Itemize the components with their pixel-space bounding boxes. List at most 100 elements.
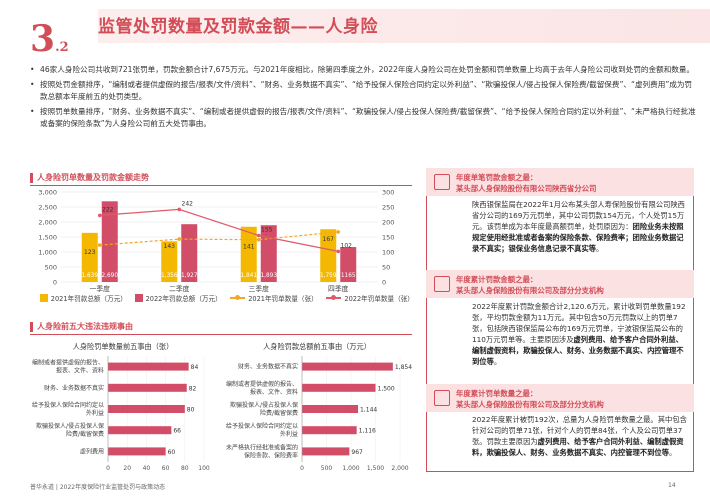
section-number: 3.2 [30, 18, 69, 60]
trend-combo-chart: 3,0002,5002,0001,5001,000500030025020015… [38, 189, 394, 293]
body-text: 2022年度累计被罚192次，总量为人身险罚单数量之最。其中包含针对公司的罚单7… [472, 415, 687, 446]
bar [161, 241, 178, 282]
y-left-tick: 500 [45, 264, 57, 272]
x-tick-label: 二季度 [169, 284, 190, 292]
x-tick-label: 40 [143, 465, 151, 472]
trend-section-title: 人身险罚单数量及罚款金额走势 [30, 173, 149, 183]
y-left-tick: 3,000 [38, 189, 57, 197]
x-tick-label: 四季度 [328, 284, 349, 292]
violation-count-bar-chart: 0 20 40 60 80 100 编制或者提供虚假的报告、报表、文件、资料 84 财务、业务数… [32, 356, 210, 472]
line-data-label: 155 [261, 227, 273, 234]
y-right-tick: 100 [382, 249, 394, 257]
bar-data-label: 1,927 [181, 273, 198, 279]
highlight-company: 某头部人身保险股份有限公司陕西省分公司 [456, 184, 597, 193]
bar [302, 426, 357, 435]
highlight-body: 2022年度累计被罚192次，总量为人身险罚单数量之最。其中包含针对公司的罚单7… [472, 414, 688, 458]
section-divider [30, 185, 412, 186]
series-line [99, 208, 339, 252]
bar-data-label: 1,116 [359, 428, 376, 435]
page-header: 3.2 监管处罚数量及罚款金额——人身险 [0, 0, 710, 60]
line-data-label: 141 [243, 244, 255, 251]
y-left-tick: 1,000 [38, 249, 57, 257]
highlight-body: 陕西银保监局在2022年1月公布某头部人寿保险股份有限公司陕西省分公司的169万… [472, 199, 688, 254]
trend-chart-legend: 2021年罚款总额（万元） 2022年罚款总额（万元） 2021年罚单数量（张）… [40, 293, 414, 303]
highlights-panel [426, 168, 694, 472]
legend-swatch [40, 294, 48, 302]
bar-data-label: 82 [189, 385, 197, 392]
series-line [99, 231, 339, 246]
bar [340, 247, 357, 282]
x-tick-label: 20 [123, 465, 131, 472]
bullet-item: 46家人身险公司共收到721张罚单，罚款金额合计7,675万元。与2021年度相… [30, 64, 696, 76]
category-label: 欺骗投保人/侵占投保人保 [230, 401, 298, 409]
x-tick-label: 1,000 [342, 465, 359, 472]
top5-section-title: 人身险前五大违法违规事由 [30, 322, 133, 332]
document-icon [434, 174, 450, 190]
line-point [177, 207, 182, 212]
y-left-tick: 2,000 [38, 219, 57, 227]
bar-data-label: 60 [168, 449, 176, 456]
highlight-company: 某头部人身保险股份有限公司及部分分支机构 [456, 400, 604, 409]
section-divider [30, 334, 412, 335]
legend-item: 2022年罚款总额（万元） [134, 293, 222, 303]
bar [108, 383, 187, 392]
y-right-tick: 150 [382, 234, 394, 242]
document-icon [434, 276, 450, 292]
line-point [177, 237, 182, 241]
body-emphasis: 团险业务未按照规定使用经批准或者备案的保险条款、保险费率；团险业务数据记录不真实… [472, 222, 684, 253]
y-right-tick: 50 [382, 264, 390, 272]
bullet-item: 按照处罚金额排序，“编制或者提供虚假的报告/报表/文件/资料”、“财务、业务数据… [30, 79, 696, 103]
bar-data-label: 1,893 [260, 273, 277, 279]
category-label: 外利益 [280, 430, 298, 438]
body-text: 陕西银保监局在2022年1月公布某头部人寿保险股份有限公司陕西省分公司的169万… [472, 200, 685, 231]
legend-label: 2022年罚单数量（张） [344, 295, 414, 303]
category-label: 财务、业务数据不真实 [238, 363, 298, 371]
y-left-tick: 0 [53, 279, 57, 287]
legend-item: 2021年罚单数量（张） [229, 293, 318, 303]
highlight-label: 年度累计罚款金额之最： [456, 275, 538, 284]
y-right-tick: 250 [382, 204, 394, 212]
line-data-label: 222 [102, 206, 114, 213]
violation-amount-bar-chart: 0 500 1,000 1,500 2,000 财务、业务数据不真实 1,854 编制或者提供… [226, 356, 412, 472]
bar [101, 201, 118, 282]
bar [108, 362, 189, 371]
bar [320, 229, 337, 282]
category-label: 给予投保人保险合同约定以 [226, 422, 298, 430]
bullet-item: 按照罚单数量排序，“财务、业务数据不真实”、“编制或者提供虚假的报告/报表/文件… [30, 106, 696, 130]
header-band [98, 9, 710, 43]
bar-data-label: 1,854 [395, 364, 412, 371]
legend-item: 2021年罚款总额（万元） [40, 293, 127, 303]
bar [302, 447, 350, 456]
category-label: 险费/截留保费 [66, 430, 104, 438]
line-point [97, 243, 102, 247]
bar-data-label: 1,759 [320, 273, 337, 279]
bar-data-label: 1,144 [360, 407, 377, 414]
x-tick-label: 1,500 [367, 465, 384, 472]
line-point [256, 233, 261, 238]
body-text: 。 [493, 357, 502, 366]
y-right-tick: 300 [382, 189, 394, 197]
body-emphasis: 虚列费用、给予客户合同外利益、编制虚假资料，欺骗投保人、财务、业务数据不真实、内… [472, 437, 684, 457]
category-label: 给予投保人保险合同约定以 [32, 401, 104, 409]
line-point [336, 230, 341, 234]
bar [240, 226, 257, 282]
category-label: 报表、文件、资料 [56, 367, 104, 375]
x-tick-label: 一季度 [90, 284, 111, 292]
legend-swatch [325, 295, 342, 300]
y-right-tick: 200 [382, 219, 394, 227]
bar-data-label: 66 [173, 428, 181, 435]
line-data-label: 167 [323, 236, 335, 243]
body-text: 。 [669, 448, 677, 457]
y-left-tick: 2,500 [38, 204, 57, 212]
body-text: 。 [596, 244, 604, 253]
document-icon [434, 390, 450, 406]
bar-data-label: 80 [187, 407, 195, 414]
highlight-header: 年度累计罚单数量之最： 某头部人身保险股份有限公司及部分分支机构 [426, 384, 694, 412]
category-label: 未严格执行经批准或备案的 [226, 443, 298, 451]
legend-label: 2021年罚款总额（万元） [50, 295, 127, 303]
summary-bullets: 46家人身险公司共收到721张罚单，罚款金额合计7,675万元。与2021年度相… [30, 64, 696, 133]
highlight-label: 年度累计罚单数量之最： [456, 389, 538, 398]
line-point [97, 213, 102, 218]
page-number: 14 [668, 482, 676, 489]
category-label: 险费/截留保费 [260, 409, 298, 417]
